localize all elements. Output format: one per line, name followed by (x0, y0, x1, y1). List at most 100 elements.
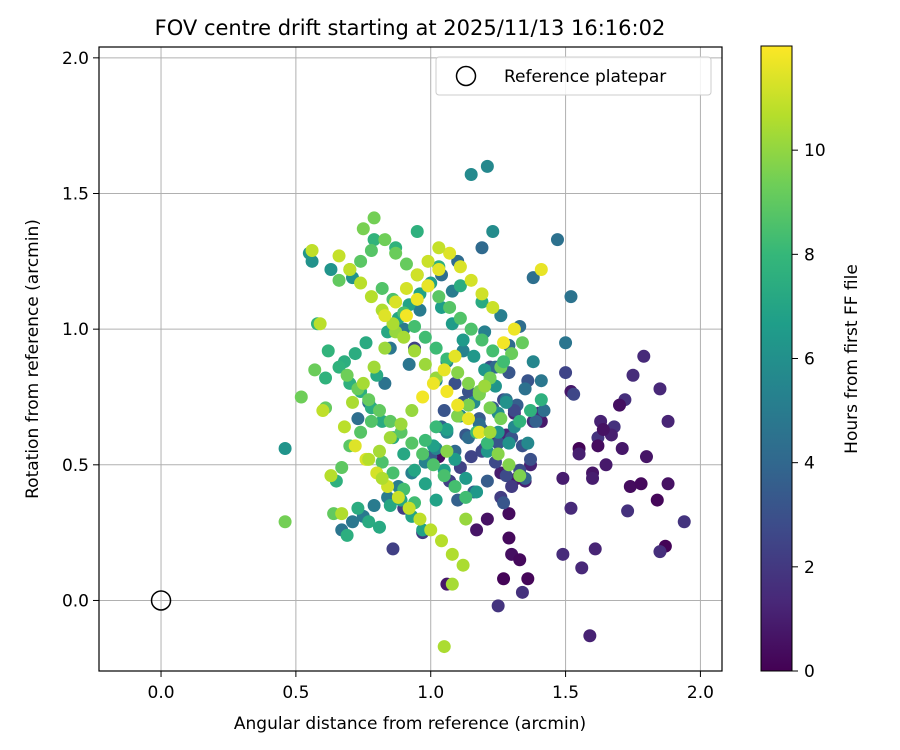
scatter-point (586, 471, 600, 485)
scatter-point (278, 515, 292, 529)
scatter-point (386, 317, 400, 331)
scatter-point (470, 523, 484, 537)
scatter-point (346, 515, 360, 529)
scatter-point (362, 393, 376, 407)
scatter-point (499, 469, 513, 483)
scatter-point (348, 347, 362, 361)
scatter-point (354, 254, 368, 268)
colorbar-tick-label: 4 (804, 454, 815, 474)
scatter-point (375, 455, 389, 469)
scatter-point (418, 433, 432, 447)
scatter-point (497, 355, 511, 369)
scatter-point (459, 471, 473, 485)
scatter-point (456, 333, 470, 347)
scatter-point (421, 254, 435, 268)
scatter-point (475, 333, 489, 347)
scatter-point (324, 262, 338, 276)
scatter-point (502, 531, 516, 545)
scatter-point (362, 515, 376, 529)
scatter-point (418, 477, 432, 491)
scatter-point (437, 640, 451, 654)
scatter-point (537, 404, 551, 418)
scatter-point (513, 469, 527, 483)
scatter-point (534, 374, 548, 388)
scatter-point (497, 572, 511, 586)
scatter-point (526, 355, 540, 369)
legend-label: Reference platepar (504, 67, 666, 87)
legend: Reference platepar (435, 56, 712, 96)
colorbar: 0 2 4 6 8 10 Hours from first FF file (760, 45, 862, 682)
scatter-point (389, 246, 403, 260)
scatter-point (378, 376, 392, 390)
scatter-point (405, 404, 419, 418)
reference-platepar-marker (150, 590, 172, 611)
scatter-point (526, 271, 540, 285)
colorbar-tick-label: 0 (804, 662, 815, 682)
scatter-point (486, 300, 500, 314)
scatter-point (416, 390, 430, 404)
scatter-point (346, 395, 360, 409)
scatter-point (475, 241, 489, 255)
scatter-point (440, 423, 454, 437)
scatter-point (475, 287, 489, 301)
scatter-point (426, 458, 440, 472)
scatter-point (335, 507, 349, 521)
x-tick-label: 0.5 (282, 683, 309, 703)
scatter-point (613, 398, 627, 412)
scatter-point (367, 233, 381, 247)
colorbar-tick-label: 10 (804, 141, 826, 161)
scatter-point (599, 458, 613, 472)
scatter-point (356, 376, 370, 390)
x-axis-ticks: 0.0 0.5 1.0 1.5 2.0 (148, 671, 714, 703)
scatter-point (459, 490, 473, 504)
scatter-point (443, 300, 457, 314)
plot-frame (98, 46, 723, 672)
scatter-point (440, 385, 454, 399)
scatter-point (394, 417, 408, 431)
colorbar-tick-label: 6 (804, 350, 815, 370)
scatter-point (513, 553, 527, 567)
scatter-point (386, 542, 400, 556)
scatter-point (499, 395, 513, 409)
scatter-point (416, 447, 430, 461)
scatter-point (426, 376, 440, 390)
scatter-point (550, 233, 564, 247)
scatter-point (677, 515, 691, 529)
y-axis-label: Rotation from reference (arcmin) (23, 219, 43, 499)
scatter-point (461, 412, 475, 426)
y-tick-label: 1.5 (62, 185, 89, 205)
scatter-point (478, 379, 492, 393)
scatter-point (559, 366, 573, 380)
x-tick-label: 0.0 (148, 683, 175, 703)
scatter-point (502, 458, 516, 472)
scatter-point (332, 249, 346, 263)
legend-reference-marker (455, 65, 477, 87)
scatter-point (367, 211, 381, 225)
scatter-point (367, 499, 381, 513)
scatter-point (639, 450, 653, 464)
scatter-point (583, 629, 597, 643)
scatter-point (634, 477, 648, 491)
scatter-point (623, 480, 637, 494)
scatter-point (410, 268, 424, 282)
scatter-point (621, 504, 635, 518)
scatter-point (356, 222, 370, 236)
scatter-point (410, 224, 424, 238)
scatter-point (386, 466, 400, 480)
scatter-point (399, 309, 413, 323)
scatter-point (505, 480, 519, 494)
scatter-point (389, 295, 403, 309)
scatter-point (372, 520, 386, 534)
scatter-point (332, 273, 346, 287)
scatter-point (467, 349, 481, 363)
scatter-point (343, 262, 357, 276)
y-axis-ticks: 0.0 0.5 1.0 1.5 2.0 (62, 49, 99, 611)
x-tick-label: 1.0 (417, 683, 444, 703)
scatter-point (410, 292, 424, 306)
scatter-point (505, 347, 519, 361)
scatter-point (480, 474, 494, 488)
scatter-point (464, 273, 478, 287)
scatter-point (661, 477, 675, 491)
scatter-point (432, 241, 446, 255)
